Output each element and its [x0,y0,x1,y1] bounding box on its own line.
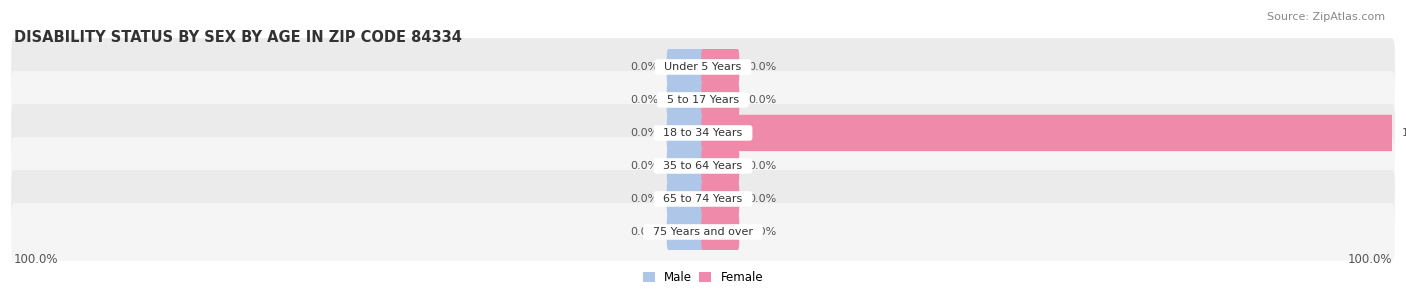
Text: 35 to 64 Years: 35 to 64 Years [657,161,749,171]
Legend: Male, Female: Male, Female [638,266,768,289]
Text: 100.0%: 100.0% [14,253,59,266]
Text: 0.0%: 0.0% [630,194,658,204]
FancyBboxPatch shape [666,49,704,85]
Text: 18 to 34 Years: 18 to 34 Years [657,128,749,138]
Text: 0.0%: 0.0% [630,62,658,72]
FancyBboxPatch shape [11,71,1395,129]
Text: 65 to 74 Years: 65 to 74 Years [657,194,749,204]
FancyBboxPatch shape [702,214,740,250]
Text: 0.0%: 0.0% [630,128,658,138]
FancyBboxPatch shape [702,49,740,85]
Text: 0.0%: 0.0% [630,95,658,105]
Text: 100.0%: 100.0% [1402,128,1406,138]
FancyBboxPatch shape [666,82,704,118]
Text: 75 Years and over: 75 Years and over [645,227,761,237]
FancyBboxPatch shape [702,148,740,184]
Text: 0.0%: 0.0% [748,62,776,72]
Text: 0.0%: 0.0% [630,161,658,171]
Text: 0.0%: 0.0% [748,194,776,204]
FancyBboxPatch shape [11,38,1395,96]
Text: Source: ZipAtlas.com: Source: ZipAtlas.com [1267,12,1385,22]
Text: 0.0%: 0.0% [630,227,658,237]
Text: 0.0%: 0.0% [748,161,776,171]
Text: 0.0%: 0.0% [748,227,776,237]
FancyBboxPatch shape [666,115,704,151]
FancyBboxPatch shape [666,214,704,250]
Text: Under 5 Years: Under 5 Years [658,62,748,72]
FancyBboxPatch shape [11,203,1395,261]
FancyBboxPatch shape [11,137,1395,195]
FancyBboxPatch shape [666,181,704,217]
FancyBboxPatch shape [666,148,704,184]
Text: 5 to 17 Years: 5 to 17 Years [659,95,747,105]
FancyBboxPatch shape [702,115,1393,151]
Text: 0.0%: 0.0% [748,95,776,105]
FancyBboxPatch shape [11,170,1395,228]
Text: 100.0%: 100.0% [1347,253,1392,266]
FancyBboxPatch shape [702,82,740,118]
Text: DISABILITY STATUS BY SEX BY AGE IN ZIP CODE 84334: DISABILITY STATUS BY SEX BY AGE IN ZIP C… [14,30,463,45]
FancyBboxPatch shape [702,181,740,217]
FancyBboxPatch shape [11,104,1395,162]
